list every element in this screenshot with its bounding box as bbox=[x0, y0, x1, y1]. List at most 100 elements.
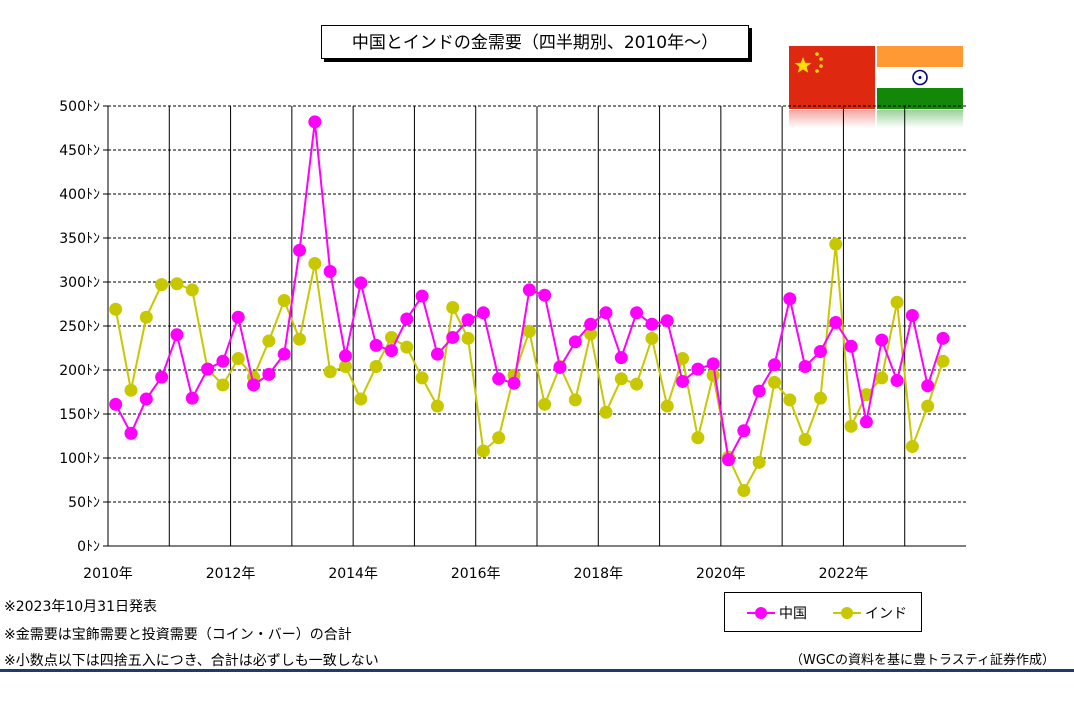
x-tick-label: 2012年 bbox=[206, 566, 256, 582]
data-point-india bbox=[936, 354, 950, 368]
india-flag-green-band bbox=[877, 88, 963, 109]
data-point-china bbox=[538, 288, 552, 302]
x-tick-label: 2014年 bbox=[328, 566, 378, 582]
data-point-china bbox=[752, 384, 766, 398]
x-tick-label: 2022年 bbox=[819, 566, 869, 582]
data-point-india bbox=[231, 352, 245, 366]
data-point-india bbox=[446, 301, 460, 315]
data-point-india bbox=[109, 302, 123, 316]
data-point-india bbox=[660, 399, 674, 413]
china-flag-field bbox=[789, 46, 875, 109]
data-point-india bbox=[630, 377, 644, 391]
data-point-china bbox=[461, 313, 475, 327]
x-tick-label: 2010年 bbox=[83, 566, 133, 582]
data-point-china bbox=[201, 362, 215, 376]
data-point-india bbox=[829, 237, 843, 251]
chart-title: 中国とインドの金需要（四半期別、2010年～） bbox=[321, 25, 749, 59]
data-point-india bbox=[155, 278, 169, 292]
data-point-china bbox=[170, 328, 184, 342]
india-flag-chakra bbox=[912, 69, 928, 86]
data-point-india bbox=[875, 371, 889, 385]
y-tick-label: 500ﾄﾝ bbox=[59, 99, 100, 115]
series bbox=[109, 115, 950, 498]
data-point-india bbox=[354, 392, 368, 406]
data-point-india bbox=[584, 327, 598, 341]
data-point-china bbox=[308, 115, 322, 129]
legend-swatch-china bbox=[747, 607, 775, 619]
data-point-china bbox=[446, 330, 460, 344]
data-point-china bbox=[430, 347, 444, 361]
data-point-china bbox=[645, 317, 659, 331]
data-point-india bbox=[400, 340, 414, 354]
note-release-date: ※2023年10月31日発表 bbox=[4, 599, 157, 615]
legend-item-china: 中国 bbox=[747, 593, 807, 633]
gold-demand-line-chart: 0ﾄﾝ 50ﾄﾝ 100ﾄﾝ 150ﾄﾝ 200ﾄﾝ 250ﾄﾝ 300ﾄﾝ 350ﾄﾝ 400… bbox=[59, 99, 966, 582]
data-point-china bbox=[722, 453, 736, 467]
data-point-china bbox=[676, 374, 690, 388]
data-point-china bbox=[109, 397, 123, 411]
note-rounding: ※小数点以下は四捨五入につき、合計は必ずしも一致しない bbox=[4, 653, 379, 669]
data-point-china bbox=[905, 308, 919, 322]
data-point-india bbox=[124, 383, 138, 397]
data-point-india bbox=[568, 393, 582, 407]
data-point-china bbox=[568, 335, 582, 349]
china-flag-small-star bbox=[815, 52, 819, 56]
data-point-india bbox=[844, 419, 858, 433]
data-point-china bbox=[691, 362, 705, 376]
data-point-india bbox=[308, 257, 322, 271]
data-point-china bbox=[185, 391, 199, 405]
data-point-india bbox=[676, 352, 690, 366]
legend-label-china: 中国 bbox=[779, 606, 807, 622]
data-point-china bbox=[737, 424, 751, 438]
data-point-china bbox=[139, 392, 153, 406]
data-point-china bbox=[813, 345, 827, 359]
data-point-china bbox=[231, 310, 245, 324]
series-line-india bbox=[114, 244, 944, 493]
data-point-india bbox=[338, 359, 352, 373]
axes: 0ﾄﾝ 50ﾄﾝ 100ﾄﾝ 150ﾄﾝ 200ﾄﾝ 250ﾄﾝ 300ﾄﾝ 350ﾄﾝ 400… bbox=[59, 99, 966, 582]
data-point-china bbox=[400, 312, 414, 326]
y-tick-label: 100ﾄﾝ bbox=[59, 451, 100, 467]
y-tick-label: 300ﾄﾝ bbox=[59, 275, 100, 291]
data-point-china bbox=[384, 344, 398, 358]
data-point-china bbox=[706, 357, 720, 371]
data-point-india bbox=[262, 334, 276, 348]
data-point-china bbox=[890, 374, 904, 388]
data-point-india bbox=[614, 372, 628, 386]
y-tick-label: 450ﾄﾝ bbox=[59, 143, 100, 159]
data-point-india bbox=[813, 391, 827, 405]
china-flag-small-star bbox=[819, 64, 823, 68]
data-point-india bbox=[767, 375, 781, 389]
y-tick-label: 150ﾄﾝ bbox=[59, 407, 100, 423]
data-point-india bbox=[293, 332, 307, 346]
y-tick-label: 350ﾄﾝ bbox=[59, 231, 100, 247]
x-tick-label: 2018年 bbox=[573, 566, 623, 582]
data-point-india bbox=[170, 277, 184, 291]
data-point-china bbox=[293, 243, 307, 257]
legend-item-india: インド bbox=[833, 593, 907, 633]
data-point-china bbox=[630, 306, 644, 320]
x-tick-label: 2020年 bbox=[696, 566, 746, 582]
data-point-india bbox=[890, 295, 904, 309]
data-point-india bbox=[645, 331, 659, 345]
data-point-india bbox=[706, 368, 720, 382]
india-flag-saffron-band bbox=[877, 46, 963, 67]
data-point-india bbox=[384, 330, 398, 344]
china-flag-icon bbox=[789, 46, 875, 109]
data-point-china bbox=[492, 372, 506, 386]
data-point-india bbox=[522, 324, 536, 338]
x-tick-label: 2016年 bbox=[451, 566, 501, 582]
data-point-china bbox=[599, 306, 613, 320]
legend-swatch-india bbox=[833, 607, 861, 619]
data-point-india bbox=[599, 405, 613, 419]
data-point-china bbox=[614, 351, 628, 365]
data-point-china bbox=[338, 349, 352, 363]
data-point-india bbox=[139, 310, 153, 324]
bottom-rule bbox=[0, 669, 1074, 672]
data-point-india bbox=[476, 444, 490, 458]
data-point-china bbox=[936, 331, 950, 345]
china-flag-small-star bbox=[815, 69, 819, 73]
data-point-china bbox=[875, 333, 889, 347]
china-flag-small-star bbox=[819, 57, 823, 61]
india-flag-icon bbox=[877, 46, 963, 109]
